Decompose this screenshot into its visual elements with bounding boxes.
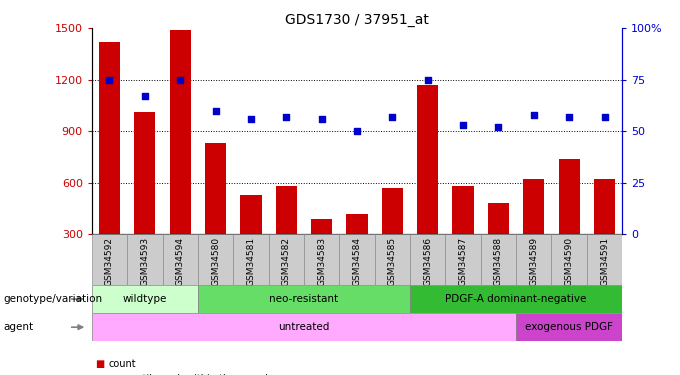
Point bbox=[458, 122, 469, 128]
Bar bbox=[92, 313, 516, 341]
Bar bbox=[551, 234, 587, 285]
Bar bbox=[205, 143, 226, 286]
Bar bbox=[381, 188, 403, 286]
Text: GSM34585: GSM34585 bbox=[388, 237, 397, 286]
Bar bbox=[417, 85, 439, 286]
Text: GSM34593: GSM34593 bbox=[140, 237, 150, 286]
Text: GSM34590: GSM34590 bbox=[564, 237, 574, 286]
Text: GSM34586: GSM34586 bbox=[423, 237, 432, 286]
Bar bbox=[240, 195, 262, 286]
Text: GSM34582: GSM34582 bbox=[282, 237, 291, 286]
Text: ■: ■ bbox=[95, 374, 105, 375]
Text: GSM34580: GSM34580 bbox=[211, 237, 220, 286]
Bar bbox=[198, 285, 410, 313]
Bar bbox=[516, 234, 551, 285]
Bar bbox=[523, 179, 545, 286]
Point bbox=[245, 116, 256, 122]
Bar bbox=[198, 234, 233, 285]
Text: neo-resistant: neo-resistant bbox=[269, 294, 339, 304]
Bar bbox=[346, 214, 368, 286]
Bar bbox=[92, 234, 127, 285]
Text: GSM34584: GSM34584 bbox=[352, 237, 362, 286]
Bar bbox=[587, 234, 622, 285]
Bar bbox=[375, 234, 410, 285]
Bar bbox=[594, 179, 615, 286]
Bar bbox=[233, 234, 269, 285]
Text: GSM34594: GSM34594 bbox=[175, 237, 185, 286]
Title: GDS1730 / 37951_at: GDS1730 / 37951_at bbox=[285, 13, 429, 27]
Bar bbox=[445, 234, 481, 285]
Bar bbox=[311, 219, 333, 286]
Bar bbox=[488, 203, 509, 286]
Point bbox=[104, 77, 115, 83]
Text: GSM34592: GSM34592 bbox=[105, 237, 114, 286]
Bar bbox=[558, 159, 580, 286]
Point bbox=[528, 112, 539, 118]
Text: GSM34583: GSM34583 bbox=[317, 237, 326, 286]
Bar bbox=[275, 186, 297, 286]
Text: GSM34581: GSM34581 bbox=[246, 237, 256, 286]
Text: GSM34589: GSM34589 bbox=[529, 237, 539, 286]
Text: genotype/variation: genotype/variation bbox=[3, 294, 103, 304]
Point bbox=[599, 114, 610, 120]
Bar bbox=[410, 285, 622, 313]
Point bbox=[564, 114, 575, 120]
Text: GSM34588: GSM34588 bbox=[494, 237, 503, 286]
Bar bbox=[516, 313, 622, 341]
Text: agent: agent bbox=[3, 322, 33, 332]
Point bbox=[387, 114, 398, 120]
Bar bbox=[339, 234, 375, 285]
Point bbox=[352, 128, 362, 134]
Text: ■: ■ bbox=[95, 359, 105, 369]
Text: GSM34591: GSM34591 bbox=[600, 237, 609, 286]
Bar bbox=[481, 234, 516, 285]
Point bbox=[175, 77, 186, 83]
Point bbox=[493, 124, 504, 130]
Bar bbox=[127, 234, 163, 285]
Bar bbox=[134, 112, 156, 286]
Bar bbox=[410, 234, 445, 285]
Text: PDGF-A dominant-negative: PDGF-A dominant-negative bbox=[445, 294, 587, 304]
Point bbox=[422, 77, 433, 83]
Bar bbox=[92, 285, 198, 313]
Bar bbox=[99, 42, 120, 286]
Bar bbox=[452, 186, 474, 286]
Bar bbox=[269, 234, 304, 285]
Point bbox=[139, 93, 150, 99]
Bar bbox=[169, 30, 191, 286]
Point bbox=[281, 114, 292, 120]
Bar bbox=[304, 234, 339, 285]
Text: exogenous PDGF: exogenous PDGF bbox=[525, 322, 613, 332]
Text: wildtype: wildtype bbox=[122, 294, 167, 304]
Point bbox=[210, 108, 221, 114]
Text: count: count bbox=[109, 359, 137, 369]
Point bbox=[316, 116, 327, 122]
Bar bbox=[163, 234, 198, 285]
Text: GSM34587: GSM34587 bbox=[458, 237, 468, 286]
Text: percentile rank within the sample: percentile rank within the sample bbox=[109, 374, 274, 375]
Text: untreated: untreated bbox=[278, 322, 330, 332]
